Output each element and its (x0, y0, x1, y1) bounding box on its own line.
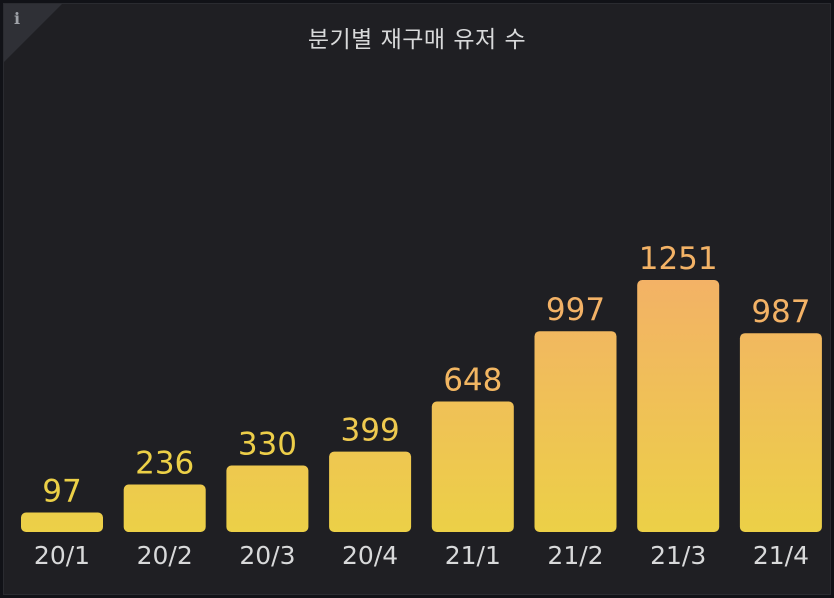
panel-title: 분기별 재구매 유저 수 (307, 27, 527, 53)
bar-21/2[interactable] (534, 331, 617, 532)
category-label: 21/4 (753, 541, 809, 570)
bar-20/1[interactable] (21, 512, 103, 533)
value-label: 997 (546, 292, 605, 328)
category-label: 21/2 (547, 541, 603, 570)
panel-info-corner[interactable] (4, 4, 62, 62)
bar-21/1[interactable] (431, 401, 514, 533)
bars-group (21, 280, 822, 532)
value-label: 648 (443, 363, 502, 399)
value-label: 1251 (639, 241, 718, 277)
value-label: 97 (42, 474, 81, 510)
bar-20/4[interactable] (329, 451, 412, 532)
bar-20/2[interactable] (123, 484, 206, 533)
chart-panel: i 분기별 재구매 유저 수 97 236 330 399 648 997 1251 987 … (3, 3, 831, 595)
category-label: 21/1 (445, 541, 501, 570)
bar-21/3[interactable] (637, 280, 720, 532)
value-labels-group: 97 236 330 399 648 997 1251 987 (42, 241, 810, 510)
bar-20/3[interactable] (226, 465, 309, 533)
value-label: 399 (341, 413, 400, 449)
category-labels-group: 20/1 20/2 20/3 20/4 21/1 21/2 21/3 21/4 (34, 541, 809, 570)
info-icon[interactable]: i (14, 9, 21, 28)
category-label: 20/4 (342, 541, 398, 570)
value-label: 330 (238, 427, 297, 463)
value-label: 987 (751, 294, 810, 330)
category-label: 20/1 (34, 541, 90, 570)
value-label: 236 (135, 446, 194, 482)
bar-21/4[interactable] (739, 333, 822, 532)
category-label: 20/2 (137, 541, 193, 570)
category-label: 21/3 (650, 541, 706, 570)
category-label: 20/3 (239, 541, 295, 570)
